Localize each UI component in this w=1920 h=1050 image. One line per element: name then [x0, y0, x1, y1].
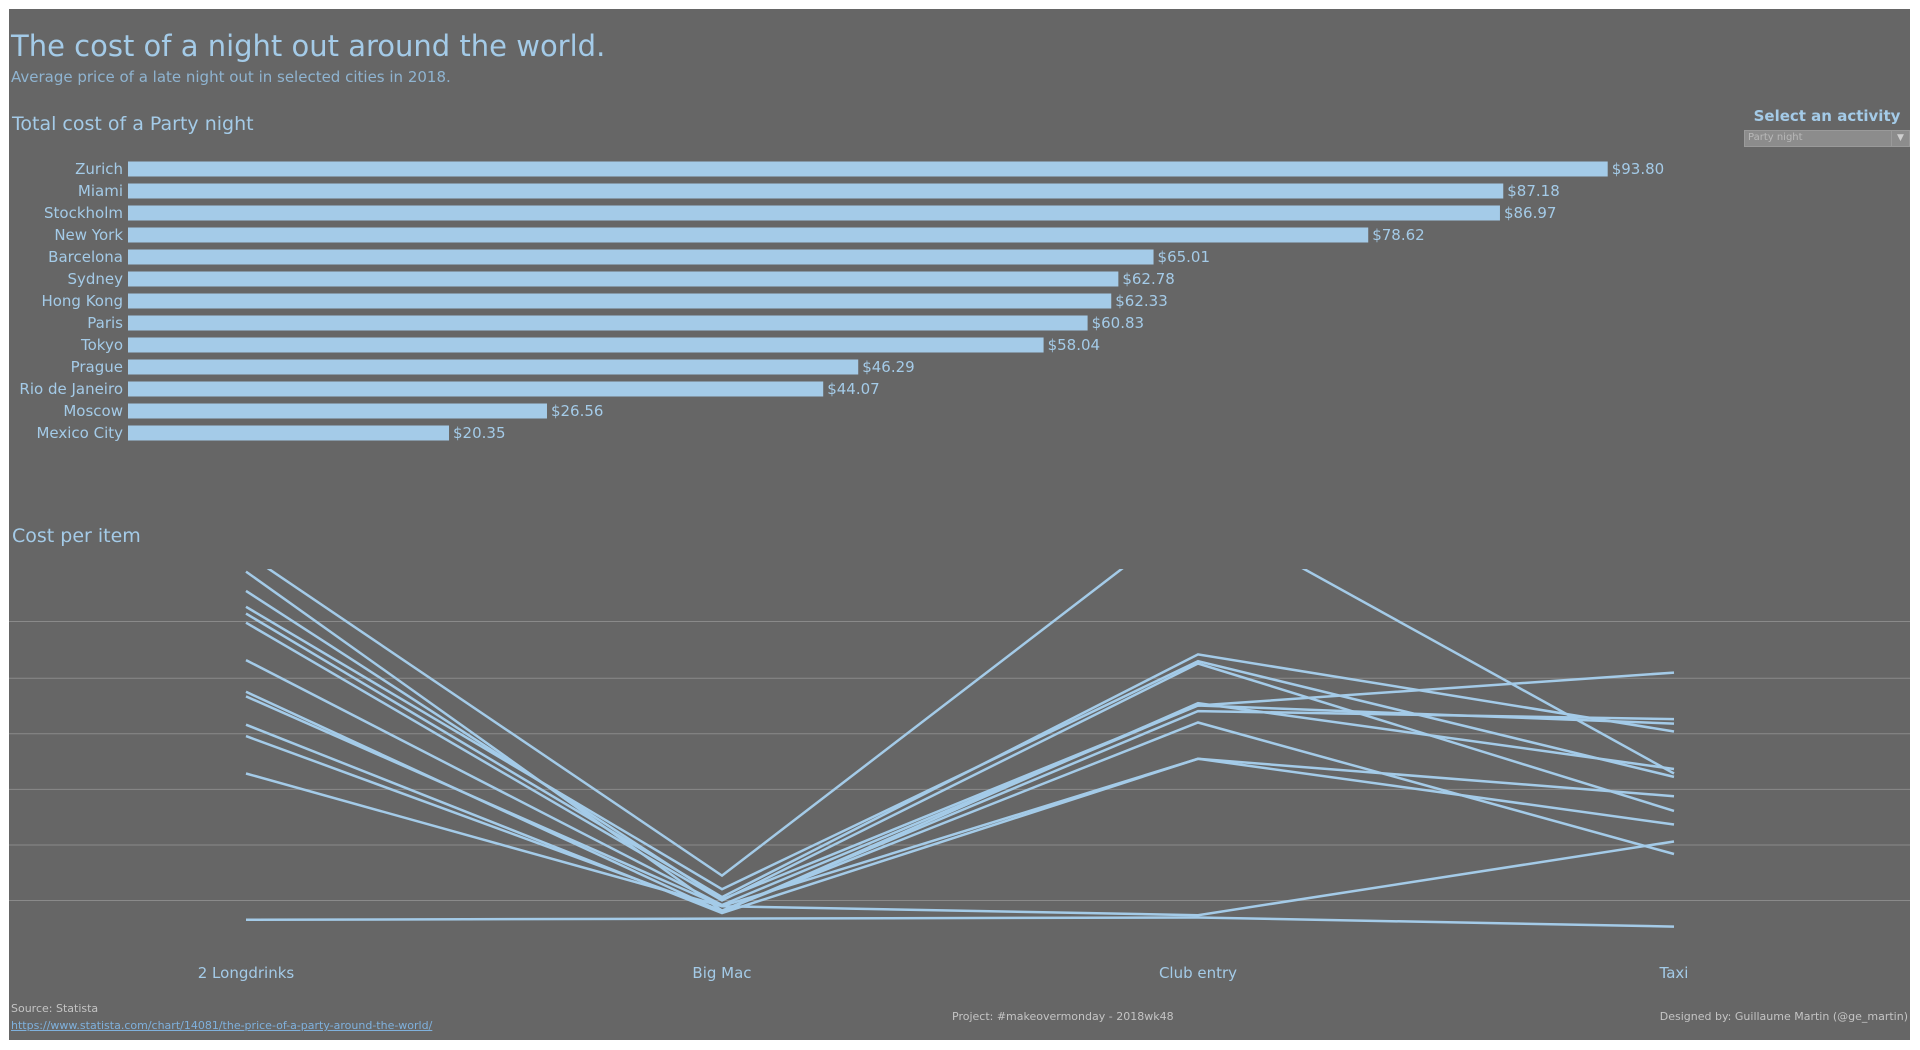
dashboard: The cost of a night out around the world… [9, 9, 1910, 1040]
series-line[interactable] [245, 612, 1675, 899]
bar[interactable] [128, 359, 859, 375]
source-label: Source: Statista [11, 1002, 99, 1015]
page-title: The cost of a night out around the world… [11, 29, 606, 63]
bar[interactable] [128, 249, 1154, 265]
series-line[interactable] [245, 772, 1675, 917]
x-tick-label: Club entry [1159, 964, 1237, 982]
activity-select[interactable]: Party night ▼ [1744, 130, 1910, 147]
bar-category-label: Sydney [67, 270, 123, 288]
bar-value-label: $26.56 [551, 402, 604, 420]
bar[interactable] [128, 205, 1500, 221]
bar-value-label: $93.80 [1612, 160, 1665, 178]
bar[interactable] [128, 315, 1088, 331]
series-line[interactable] [245, 658, 1675, 907]
bar[interactable] [128, 227, 1369, 243]
bar-category-label: Prague [71, 358, 123, 376]
series-line[interactable] [245, 916, 1675, 928]
activity-select-value: Party night [1748, 132, 1803, 143]
bar-category-label: Tokyo [80, 336, 123, 354]
bar-category-label: Stockholm [44, 204, 123, 222]
bar[interactable] [128, 293, 1112, 309]
bar-value-label: $86.97 [1504, 204, 1557, 222]
series-line[interactable] [245, 621, 1675, 902]
source-link[interactable]: https://www.statista.com/chart/14081/the… [11, 1019, 433, 1032]
bar-value-label: $78.62 [1372, 226, 1425, 244]
bar-value-label: $60.83 [1092, 314, 1145, 332]
bar[interactable] [128, 183, 1504, 199]
bar-value-label: $44.07 [827, 380, 880, 398]
project-label: Project: #makeovermonday - 2018wk48 [952, 1010, 1174, 1023]
x-tick-label: Big Mac [692, 964, 751, 982]
bar-value-label: $46.29 [862, 358, 915, 376]
bar[interactable] [128, 271, 1119, 287]
activity-filter-label: Select an activity [1753, 107, 1901, 125]
bar-chart-title: Total cost of a Party night [12, 113, 254, 135]
bar-category-label: New York [54, 226, 123, 244]
bar-category-label: Mexico City [36, 424, 123, 442]
bar[interactable] [128, 337, 1044, 353]
bar[interactable] [128, 381, 824, 397]
bar[interactable] [128, 425, 450, 441]
series-line[interactable] [245, 589, 1675, 901]
bar-value-label: $20.35 [453, 424, 506, 442]
bar-value-label: $58.04 [1048, 336, 1101, 354]
bar-category-label: Rio de Janeiro [19, 380, 123, 398]
series-line[interactable] [245, 695, 1675, 908]
line-chart-title: Cost per item [12, 525, 141, 547]
bar-category-label: Zurich [75, 160, 123, 178]
bar-value-label: $62.33 [1115, 292, 1168, 310]
series-line[interactable] [245, 721, 1675, 913]
activity-filter: Select an activity Party night ▼ [1744, 107, 1910, 147]
series-line[interactable] [245, 723, 1675, 915]
bar-chart: Zurich $93.80 Miami $87.18 Stockholm $86.97 Ne… [19, 160, 1665, 442]
line-chart: 2 Longdrinks Big Mac Club entry Taxi [9, 569, 1910, 982]
bar[interactable] [128, 161, 1608, 177]
bar-value-label: $87.18 [1507, 182, 1560, 200]
series-line[interactable] [246, 569, 1675, 878]
bar-value-label: $65.01 [1158, 248, 1211, 266]
bar-category-label: Hong Kong [41, 292, 123, 310]
x-tick-label: 2 Longdrinks [198, 964, 295, 982]
x-tick-label: Taxi [1659, 964, 1689, 982]
bar-category-label: Moscow [63, 402, 123, 420]
bar[interactable] [128, 403, 547, 419]
bar-category-label: Barcelona [48, 248, 123, 266]
bar-category-label: Paris [87, 314, 123, 332]
bar-value-label: $62.78 [1122, 270, 1175, 288]
page-subtitle: Average price of a late night out in sel… [11, 68, 451, 86]
bar-category-label: Miami [78, 182, 123, 200]
chevron-down-icon[interactable]: ▼ [1891, 131, 1909, 146]
designer-label: Designed by: Guillaume Martin (@ge_marti… [1659, 1010, 1908, 1023]
